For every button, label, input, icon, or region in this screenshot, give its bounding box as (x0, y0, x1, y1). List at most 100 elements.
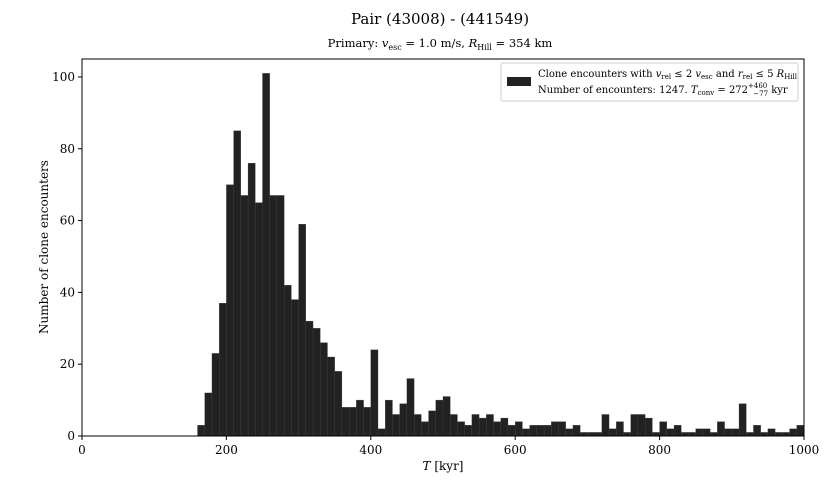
histogram-bar (320, 342, 328, 437)
histogram-bar (413, 414, 422, 437)
histogram-bar (406, 378, 415, 437)
histogram-bar (291, 299, 299, 437)
histogram-bar (305, 320, 314, 437)
histogram-bar (262, 73, 270, 437)
histogram-bar (731, 428, 740, 437)
histogram-bar (543, 425, 552, 437)
histogram-bar (616, 421, 624, 437)
histogram-bar (666, 428, 675, 437)
histogram-bar (255, 202, 263, 437)
histogram-bar (276, 195, 285, 437)
histogram-bar (782, 432, 790, 437)
histogram-bar (659, 421, 667, 437)
histogram-bar (219, 303, 227, 437)
histogram-bar (247, 162, 256, 437)
histogram-bar (536, 425, 545, 437)
histogram-bar (601, 414, 610, 437)
x-tick-label: 800 (648, 443, 671, 457)
x-tick-label: 0 (78, 443, 86, 457)
histogram-bar (421, 421, 429, 437)
histogram-bar (594, 432, 602, 437)
histogram-bar (738, 403, 747, 437)
histogram-bar (767, 428, 776, 437)
histogram-bar (673, 425, 682, 437)
y-axis-label: Number of clone encounters (37, 160, 51, 334)
histogram-bar (471, 414, 480, 437)
histogram-bar (724, 428, 732, 437)
y-tick-label: 40 (60, 285, 75, 299)
histogram-bar (580, 432, 588, 437)
histogram-bar (500, 417, 509, 437)
histogram-bar (442, 396, 451, 437)
x-tick-label: 600 (504, 443, 527, 457)
histogram-bar (327, 356, 335, 437)
histogram-bar (356, 399, 364, 437)
histogram-bar (623, 432, 631, 437)
histogram-bar (240, 195, 249, 437)
histogram-bar (789, 428, 797, 437)
legend-swatch (507, 77, 531, 86)
histogram-bar (464, 425, 473, 437)
histogram-bar (399, 403, 408, 437)
histogram-bar (608, 428, 617, 437)
histogram-bar (341, 407, 350, 437)
histogram-bar (681, 432, 689, 437)
histogram-bar (515, 421, 523, 437)
histogram-bar (774, 432, 783, 437)
histogram-bar (746, 432, 754, 437)
legend: Clone encounters with vrel ≤ 2 vesc and … (500, 62, 799, 102)
histogram-bar (688, 432, 696, 437)
histogram-bar (211, 353, 220, 437)
histogram-bar (197, 425, 205, 437)
chart-subtitle: Primary: vesc = 1.0 m/s, RHill = 354 km (328, 36, 553, 52)
histogram-bar (529, 425, 538, 437)
histogram-bar (478, 417, 487, 437)
histogram-bar (652, 432, 660, 437)
histogram-bar (457, 421, 465, 437)
histogram-bar (522, 428, 530, 437)
chart-title: Pair (43008) - (441549) (351, 10, 529, 28)
histogram-bar (645, 417, 653, 437)
ticks-group: 0 200 400 600 800 1000 0 20 40 60 80 100 (52, 70, 819, 457)
legend-box (500, 62, 799, 102)
histogram-bar (233, 130, 241, 437)
histogram-bar (334, 371, 343, 437)
histogram-bar (551, 421, 559, 437)
y-tick-label: 60 (60, 214, 75, 228)
histogram-bar (377, 428, 386, 437)
histogram-bar (226, 184, 234, 437)
bars-group (197, 73, 805, 437)
histogram-bar (348, 407, 357, 437)
histogram-bar (637, 414, 646, 437)
legend-note: Number of encounters: 1247. Tconv = 272+… (538, 82, 788, 98)
histogram-bar (450, 414, 458, 437)
histogram-bar (630, 414, 639, 437)
histogram-bar (298, 224, 306, 437)
histogram-bar (507, 425, 516, 437)
histogram-bar (702, 428, 711, 437)
x-tick-label: 1000 (789, 443, 820, 457)
x-tick-label: 200 (215, 443, 238, 457)
histogram-bar (565, 428, 574, 437)
y-tick-label: 20 (60, 357, 75, 371)
histogram-bar (392, 414, 400, 437)
histogram-bar (587, 432, 595, 437)
axes-frame (81, 58, 805, 437)
histogram-bar (558, 421, 566, 437)
x-axis-label: T [kyr] (423, 459, 464, 473)
histogram-bar (312, 328, 321, 437)
histogram-bar (695, 428, 704, 437)
histogram-bar (204, 392, 213, 437)
histogram-bar (796, 425, 805, 437)
y-tick-label: 80 (60, 142, 75, 156)
histogram-bar (753, 425, 761, 437)
x-tick-label: 400 (359, 443, 382, 457)
histogram-bar (435, 399, 444, 437)
histogram-bar (370, 349, 379, 437)
histogram-bar (284, 285, 292, 437)
histogram-bar (572, 425, 581, 437)
histogram-bar (717, 421, 725, 437)
histogram-bar (269, 195, 278, 437)
